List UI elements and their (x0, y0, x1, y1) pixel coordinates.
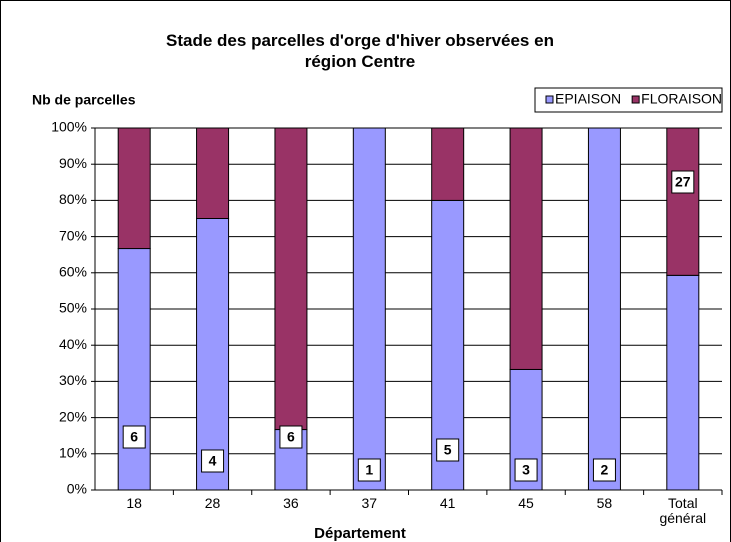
x-tick-label: 58 (596, 495, 613, 511)
count-box (122, 425, 146, 449)
bar-segment (666, 274, 700, 491)
count-box (671, 170, 695, 194)
y-tick-label: 80% (59, 191, 87, 207)
legend-label: EPIAISON (555, 91, 621, 107)
legend (534, 87, 723, 113)
y-tick-label: 40% (59, 336, 87, 352)
y-tick-label: 90% (59, 155, 87, 171)
bar-segment (196, 218, 230, 491)
count-label: 1 (365, 462, 373, 478)
bar-segment (587, 127, 621, 491)
x-axis-label: Département (314, 525, 406, 542)
y-tick-label: 100% (51, 119, 87, 135)
y-tick-label: 50% (59, 300, 87, 316)
x-tick-label: 37 (361, 495, 378, 511)
legend-swatch (631, 95, 640, 104)
count-box (436, 438, 460, 462)
y-tick-label: 60% (59, 264, 87, 280)
y-tick-label: 10% (59, 445, 87, 461)
bar-segment (431, 127, 465, 201)
y-tick-label: 20% (59, 408, 87, 424)
count-label: 2 (601, 462, 609, 478)
bar-segment (352, 127, 386, 491)
x-tick-label: Total général (659, 495, 707, 526)
bar-segment (196, 127, 230, 219)
x-tick-label: 45 (518, 495, 534, 511)
x-tick-label: 41 (439, 495, 456, 511)
count-box (592, 458, 616, 482)
bar-segment (274, 127, 308, 431)
count-label: 6 (130, 429, 138, 445)
legend-label: FLORAISON (641, 91, 722, 107)
count-box (514, 458, 538, 482)
count-label: 5 (444, 442, 452, 458)
y-tick-label: 30% (59, 372, 87, 388)
y-axis-label: Nb de parcelles (32, 92, 136, 108)
legend-swatch (545, 95, 554, 104)
y-tick-label: 0% (67, 481, 87, 497)
count-label: 4 (209, 453, 217, 469)
count-label: 3 (522, 462, 530, 478)
count-box (357, 458, 381, 482)
x-tick-label: 28 (204, 495, 221, 511)
x-tick-label: 36 (283, 495, 299, 511)
bar-segment (666, 127, 700, 276)
count-box (201, 449, 225, 473)
bar-segment (509, 127, 543, 370)
count-label: 6 (287, 429, 295, 445)
bar-segment (117, 248, 151, 491)
x-tick-label: 18 (126, 495, 142, 511)
y-tick-label: 70% (59, 227, 87, 243)
bar-segment (117, 127, 151, 250)
count-label: 27 (675, 174, 691, 190)
count-box (279, 425, 303, 449)
chart-title: Stade des parcelles d'orge d'hiver obser… (166, 31, 554, 71)
